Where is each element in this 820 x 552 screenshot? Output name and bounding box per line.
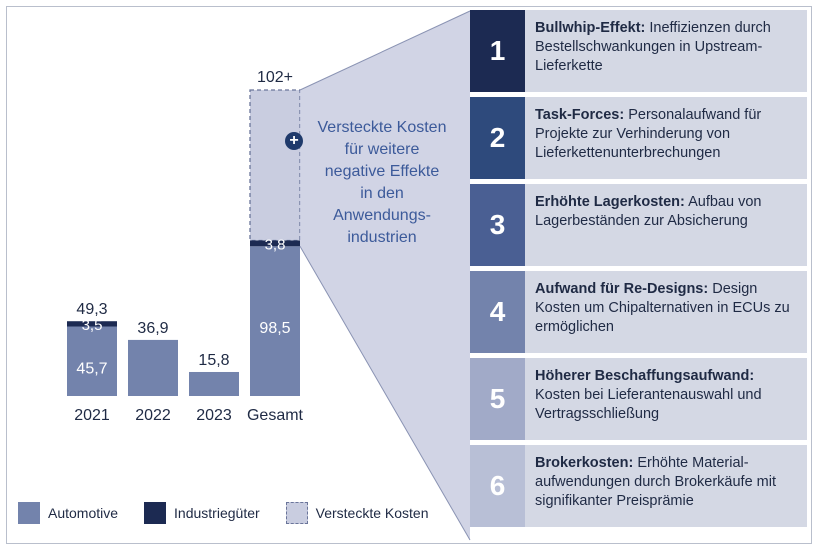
effect-text: Erhöhte Lagerkosten: Aufbau von Lagerbes… [525,184,807,266]
effect-card-1: 1 Bullwhip-Effekt: Ineffizienzen durch B… [470,10,807,92]
connector-bottom-line [299,246,471,541]
effect-card-2: 2 Task-Forces: Personalaufwand für Proje… [470,97,807,179]
bar-automotive-Gesamt [250,246,300,396]
bar-industrie-2021 [67,321,117,327]
effect-number: 1 [470,10,525,92]
legend-swatch [285,502,308,524]
connector-top-line [299,10,471,91]
label-automotive-Gesamt: 98,5 [259,320,290,337]
effect-title: Brokerkosten: [535,455,634,471]
effect-number: 3 [470,184,525,266]
bar-automotive-2021 [67,326,117,396]
effect-desc: Design Kosten um Chipalternativen in ECU… [535,281,790,335]
label-industrie-2021: 3,5 [82,317,103,334]
plus-circle-icon: + [285,132,303,150]
legend-label: Versteckte Kosten [315,505,429,521]
effect-number: 6 [470,445,525,527]
x-tick-label-2022: 2022 [135,407,171,424]
effect-text: Task-Forces: Personalaufwand für Projekt… [525,97,807,179]
effects-panel: 1 Bullwhip-Effekt: Ineffizienzen durch B… [470,10,807,532]
callout-line: Versteckte Kosten [317,119,447,136]
label-industrie-Gesamt: 3,8 [265,236,286,253]
effect-title: Erhöhte Lagerkosten: [535,194,685,210]
effect-desc: Kosten bei Lieferantenauswahl und Vertra… [535,387,762,422]
effect-desc: Ineffizienzen durch Bestellschwankungen … [535,20,771,74]
label-automotive-2022: 36,9 [137,320,168,337]
effect-number: 5 [470,358,525,440]
legend-label: Automotive [48,505,119,521]
effect-number: 4 [470,271,525,353]
bar-industrie-Gesamt [250,240,300,247]
effect-card-6: 6 Brokerkosten: Erhöhte Material-aufwend… [470,445,807,527]
effect-card-3: 3 Erhöhte Lagerkosten: Aufbau von Lagerb… [470,184,807,266]
legend-swatch [144,502,167,524]
effect-title: Höherer Beschaffungsaufwand: [535,368,755,384]
callout-line: für weitere [344,141,420,158]
effect-desc: Personalaufwand für Projekte zur Verhind… [535,107,762,161]
label-automotive-2021: 45,7 [76,360,107,377]
label-total-Gesamt: 102+ [257,69,293,86]
label-automotive-2023: 15,8 [198,352,229,369]
chart-legend: Automotive Industriegüter Versteckte Kos… [18,500,455,526]
callout-line: industrien [347,229,417,246]
effect-text: Aufwand für Re-Designs: Design Kosten um… [525,271,807,353]
connector-wedge [300,11,470,540]
bar-versteckte-kosten-gesamt [249,89,301,242]
effect-card-4: 4 Aufwand für Re-Designs: Design Kosten … [470,271,807,353]
callout-line: Anwendungs- [333,207,431,224]
hidden-costs-callout: Versteckte Kosten für weitere negative E… [308,117,456,249]
effect-card-5: 5 Höherer Beschaffungsaufwand: Kosten be… [470,358,807,440]
effect-text: Bullwhip-Effekt: Ineffizienzen durch Bes… [525,10,807,92]
label-total-2021: 49,3 [76,301,107,318]
effect-title: Task-Forces: [535,107,625,123]
callout-line: in den [360,185,404,202]
x-tick-label-2023: 2023 [196,407,232,424]
legend-swatch [18,502,40,524]
legend-item-automotive: Automotive [18,502,118,524]
x-tick-label-Gesamt: Gesamt [247,407,304,424]
effect-title: Aufwand für Re-Designs: [535,281,709,297]
legend-label: Industriegüter [174,505,260,521]
x-tick-label-2021: 2021 [74,407,110,424]
effect-title: Bullwhip-Effekt: [535,20,646,36]
effect-text: Brokerkosten: Erhöhte Material-aufwendun… [525,445,807,527]
effect-desc: Erhöhte Material-aufwendungen durch Brok… [535,455,777,509]
legend-item-versteckt: Versteckte Kosten [285,502,429,524]
bar-automotive-2023 [189,371,239,396]
effect-desc: Aufbau von Lagerbeständen zur Absicherun… [535,194,762,229]
callout-line: negative Effekte [324,163,440,180]
effect-text: Höherer Beschaffungsaufwand: Kosten bei … [525,358,807,440]
bar-automotive-2022 [128,339,178,396]
legend-item-industrie: Industriegüter [144,502,260,524]
figure-frame [6,6,812,544]
effect-number: 2 [470,97,525,179]
